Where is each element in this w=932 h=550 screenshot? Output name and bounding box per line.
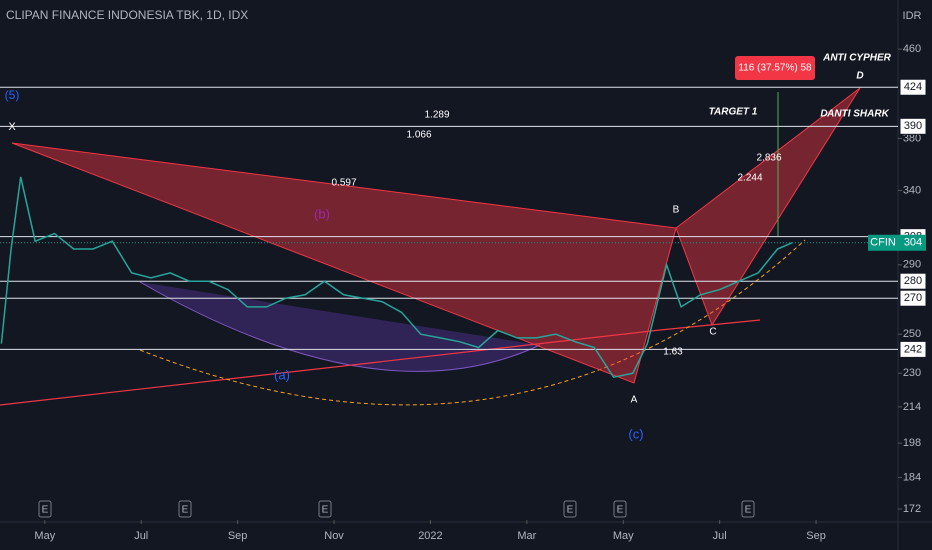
level-tag <box>899 272 927 290</box>
earnings-box <box>318 500 332 518</box>
level-label: 424 <box>904 81 922 93</box>
earnings-marker: E <box>182 505 189 516</box>
measure-label: 116 (37.57%) 58 <box>738 63 812 74</box>
earnings-box <box>563 500 577 518</box>
level-tag <box>899 78 927 96</box>
annotation: 1.63 <box>663 347 683 358</box>
last-price-tag <box>868 234 926 251</box>
x-tick-label: Sep <box>228 530 248 542</box>
y-tick-label: 184 <box>903 471 921 483</box>
y-tick-label: 460 <box>903 43 921 55</box>
x-tick-label: May <box>613 530 634 542</box>
x-tick-label: Jul <box>134 530 148 542</box>
level-label: 280 <box>904 275 922 287</box>
earnings-box <box>38 500 52 518</box>
annotation: ANTI CYPHER <box>822 53 892 64</box>
price-line <box>0 176 793 379</box>
annotation: 0.597 <box>331 178 356 189</box>
y-tick-label: 172 <box>903 503 921 515</box>
chart-title: CLIPAN FINANCE INDONESIA TBK, 1D, IDX <box>6 8 248 22</box>
x-tick-label: Jul <box>713 530 727 542</box>
annotation: 1.289 <box>424 110 449 121</box>
annotation: D <box>856 71 863 82</box>
x-tick-label: Nov <box>324 530 344 542</box>
last-price-label: 304 <box>904 237 922 249</box>
earnings-marker: E <box>567 505 574 516</box>
currency-label: IDR <box>903 10 922 22</box>
y-tick-label: 214 <box>903 401 921 413</box>
annotation: TARGET 1 <box>709 107 758 118</box>
annotation: (b) <box>314 206 330 221</box>
earnings-box <box>741 500 755 518</box>
annotation: (a) <box>274 367 290 382</box>
symbol-label: CFIN <box>870 237 896 249</box>
annotation: 2.244 <box>737 173 762 184</box>
x-tick-label: Mar <box>517 530 536 542</box>
xab-pattern <box>11 142 677 384</box>
earnings-box <box>178 500 192 518</box>
y-tick-label: 198 <box>903 437 921 449</box>
y-tick-label: 290 <box>903 259 921 271</box>
earnings-marker: E <box>322 505 329 516</box>
earnings-marker: E <box>745 505 752 516</box>
y-tick-label: 380 <box>903 132 921 144</box>
level-tag <box>899 340 927 358</box>
y-tick-label: 230 <box>903 367 921 379</box>
annotation: D <box>820 109 827 120</box>
annotation: (c) <box>628 426 643 441</box>
annotation: A <box>631 395 638 406</box>
annotation: 2.836 <box>756 153 781 164</box>
measure-box <box>735 56 815 80</box>
level-tag <box>899 289 927 307</box>
y-tick-label: 250 <box>903 328 921 340</box>
annotation: (5) <box>5 88 20 102</box>
annotation: B <box>673 205 680 216</box>
annotation: C <box>709 327 716 338</box>
level-label: 390 <box>904 120 922 132</box>
annotation: ANTI SHARK <box>826 109 889 120</box>
level-label: 270 <box>904 292 922 304</box>
level-label: 242 <box>904 343 922 355</box>
annotation: 1.066 <box>406 130 431 141</box>
earnings-marker: E <box>617 505 624 516</box>
earnings-box <box>613 500 627 518</box>
x-tick-label: May <box>34 530 55 542</box>
x-tick-label: 2022 <box>418 530 442 542</box>
x-tick-label: Sep <box>806 530 826 542</box>
earnings-marker: E <box>42 505 49 516</box>
trend-line <box>0 319 761 406</box>
y-tick-label: 340 <box>903 184 921 196</box>
annotation: X <box>8 121 16 133</box>
dashed-curve <box>139 239 806 406</box>
level-tag <box>899 117 927 135</box>
bcd-pattern <box>675 87 861 327</box>
